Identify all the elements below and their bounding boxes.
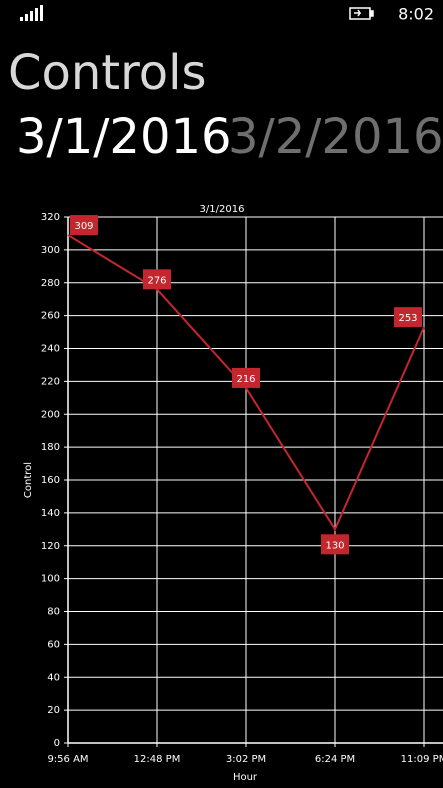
data-label: 130 [325, 540, 344, 551]
data-label: 276 [147, 275, 166, 286]
y-tick-label: 60 [47, 639, 60, 650]
battery-icon [349, 7, 374, 20]
data-label-box [394, 307, 422, 328]
y-tick-label: 200 [41, 409, 60, 420]
data-label: 309 [74, 221, 93, 232]
y-tick-label: 20 [47, 705, 60, 716]
x-tick-label: 9:56 AM [47, 754, 88, 765]
data-label-box [143, 269, 171, 290]
y-tick-label: 240 [41, 344, 60, 355]
y-tick-label: 280 [41, 278, 60, 289]
y-tick-label: 40 [47, 672, 60, 683]
y-tick-label: 300 [41, 245, 60, 256]
data-label: 216 [236, 374, 255, 385]
pivot-active[interactable]: 3/1/2016 [16, 109, 232, 165]
x-tick-label: 12:48 PM [134, 754, 181, 765]
data-label-box [321, 534, 349, 555]
y-tick-label: 120 [41, 541, 60, 552]
y-tick-label: 140 [41, 508, 60, 519]
clock: 8:02 [398, 5, 434, 24]
data-label-box [70, 215, 98, 236]
y-tick-label: 80 [47, 607, 60, 618]
y-tick-label: 100 [41, 574, 60, 585]
pivot-inactive[interactable]: 3/2/2016 [228, 109, 443, 165]
y-tick-label: 0 [54, 738, 60, 749]
x-axis-label: Hour [233, 772, 258, 783]
app-title: Controls [8, 45, 207, 101]
data-label-box [232, 367, 260, 388]
x-tick-label: 3:02 PM [226, 754, 266, 765]
y-tick-label: 220 [41, 376, 60, 387]
y-tick-label: 260 [41, 311, 60, 322]
signal-icon [20, 5, 43, 21]
y-tick-label: 160 [41, 475, 60, 486]
x-tick-label: 6:24 PM [315, 754, 355, 765]
y-tick-label: 180 [41, 442, 60, 453]
x-tick-label: 11:09 PM [401, 754, 443, 765]
y-axis-label: Control [23, 462, 34, 498]
y-tick-label: 320 [41, 212, 60, 223]
data-label: 253 [398, 313, 417, 324]
chart-title: 3/1/2016 [200, 204, 245, 215]
